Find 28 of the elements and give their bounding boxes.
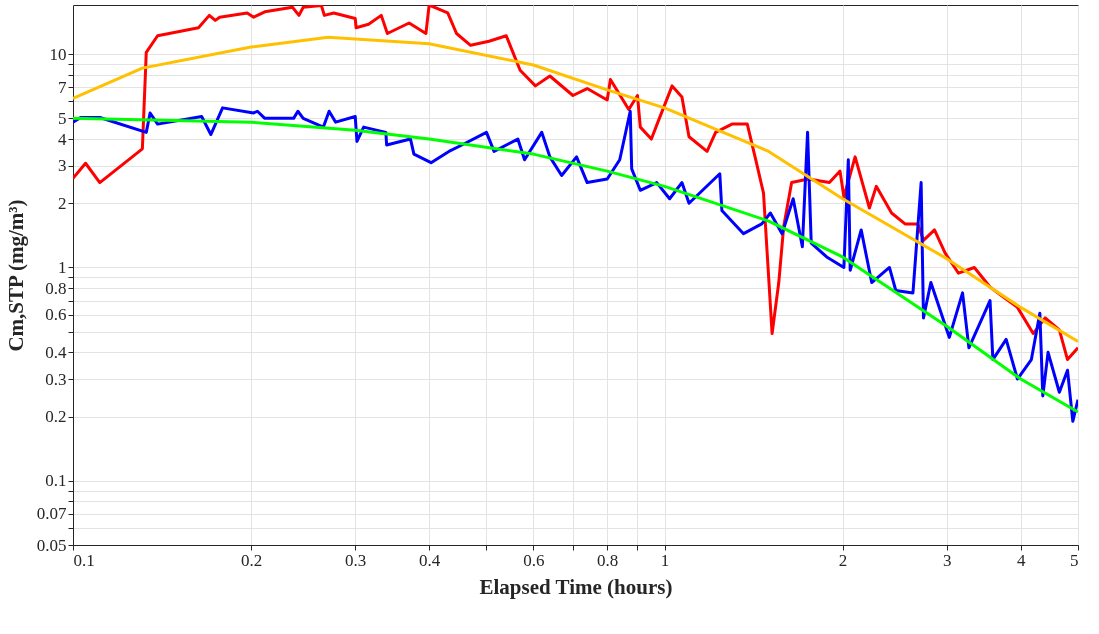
y-axis-title: Cm,STP (mg/m³) [3, 199, 28, 352]
y-tick-label: 3 [58, 156, 67, 176]
y-tick-label: 0.6 [45, 305, 67, 325]
x-tick-label: 0.1 [73, 550, 95, 570]
y-tick-label: 0.4 [45, 342, 67, 362]
y-tick-label: 10 [49, 44, 67, 64]
y-tick-label: 0.07 [36, 504, 67, 524]
x-tick-label: 2 [838, 550, 848, 570]
y-tick-label: 0.2 [45, 407, 67, 427]
x-tick-label: 0.2 [240, 550, 263, 570]
y-tick-label: 7 [58, 77, 67, 97]
x-tick-label: 0.8 [597, 550, 619, 570]
x-tick-label: 0.4 [419, 550, 441, 570]
x-tick-label: 0.6 [523, 550, 545, 570]
y-tick-label: 0.8 [45, 278, 67, 298]
y-tick-label: 2 [58, 193, 67, 213]
y-tick-label: 1 [58, 257, 67, 277]
y-tick-label: 0.1 [45, 471, 67, 491]
y-tick-label: 0.05 [36, 535, 67, 555]
x-tick-label: 4 [1016, 550, 1026, 570]
x-tick-label: 0.3 [345, 550, 367, 570]
x-axis-title: Elapsed Time (hours) [479, 574, 673, 599]
x-tick-label: 5 [1070, 550, 1079, 570]
x-tick-label: 3 [943, 550, 952, 570]
y-tick-label: 5 [58, 108, 67, 128]
y-tick-label: 0.3 [45, 369, 67, 389]
y-tick-label: 4 [58, 129, 67, 149]
x-tick-label: 1 [660, 550, 670, 570]
